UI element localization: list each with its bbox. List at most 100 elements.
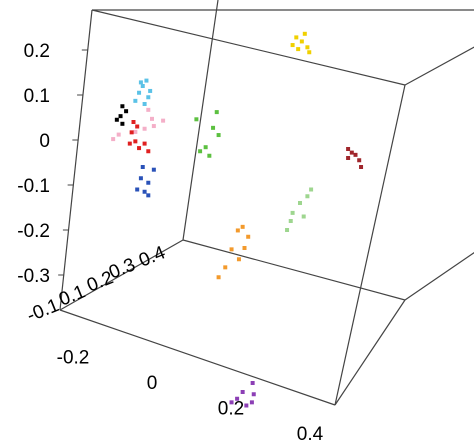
- data-point: [198, 149, 203, 154]
- data-point: [349, 150, 354, 155]
- vertical-tick-label: -0.2: [17, 221, 50, 242]
- data-point: [211, 125, 216, 130]
- data-point: [249, 400, 254, 405]
- data-point: [140, 165, 145, 169]
- data-point: [353, 152, 358, 157]
- depth-tick-label: -0.1: [24, 295, 62, 327]
- data-point: [305, 45, 310, 50]
- data-point: [138, 176, 143, 181]
- data-point: [120, 121, 125, 126]
- data-point: [140, 84, 145, 88]
- data-point: [146, 95, 151, 100]
- data-point: [144, 78, 149, 83]
- data-point: [346, 147, 351, 151]
- data-point: [142, 141, 147, 146]
- box-edge: [334, 84, 406, 406]
- data-point: [142, 126, 147, 131]
- data-point: [305, 194, 310, 199]
- box-edge: [334, 299, 406, 406]
- data-point: [299, 39, 304, 44]
- data-point: [116, 132, 121, 137]
- data-point: [127, 141, 132, 146]
- data-point: [296, 47, 301, 52]
- data-point: [346, 156, 351, 160]
- data-point: [203, 145, 208, 150]
- data-point: [214, 110, 219, 115]
- data-point: [288, 219, 293, 223]
- data-point: [250, 381, 255, 385]
- plot-box: [59, 0, 474, 406]
- data-point: [120, 104, 125, 109]
- data-point: [229, 400, 234, 405]
- box-edge: [182, 239, 406, 301]
- box-edge: [59, 239, 184, 311]
- data-point: [246, 234, 251, 239]
- data-point: [302, 31, 307, 36]
- box-edge: [91, 9, 406, 86]
- horizontal-tick-label: -0.2: [57, 347, 90, 368]
- data-point: [146, 149, 151, 154]
- data-point: [146, 180, 151, 185]
- box-edge: [59, 9, 93, 311]
- data-point: [129, 130, 134, 135]
- data-point: [114, 117, 119, 122]
- data-point: [137, 90, 142, 95]
- horizontal-axis: -0.2 0 0.2 0.4: [57, 347, 324, 445]
- horizontal-tick-label: 0: [147, 373, 158, 394]
- data-point: [111, 137, 116, 142]
- vertical-tick-label: -0.1: [17, 176, 50, 197]
- data-point: [142, 189, 147, 194]
- data-point: [229, 247, 234, 252]
- data-point: [150, 116, 154, 121]
- data-point: [236, 257, 241, 262]
- data-point: [309, 187, 314, 192]
- data-point: [131, 120, 136, 124]
- data-point: [290, 210, 295, 215]
- depth-tick-label: 0.4: [136, 242, 169, 272]
- data-point: [118, 114, 123, 119]
- box-edge: [404, 46, 474, 86]
- data-point: [290, 43, 295, 48]
- data-point: [359, 165, 364, 169]
- data-point: [235, 228, 240, 233]
- data-point: [251, 392, 256, 397]
- data-point: [146, 193, 151, 198]
- vertical-tick-label: 0.2: [24, 41, 50, 62]
- box-edge: [182, 0, 219, 241]
- horizontal-tick-label: 0.4: [297, 424, 324, 445]
- data-point: [223, 265, 228, 270]
- box-edge: [404, 252, 474, 301]
- data-point: [242, 246, 247, 250]
- data-point: [240, 390, 245, 394]
- data-point: [135, 124, 140, 129]
- data-point: [294, 35, 299, 40]
- horizontal-tick-label: 0.2: [218, 399, 244, 420]
- data-point: [133, 98, 138, 103]
- box-edge: [59, 309, 336, 406]
- data-point: [142, 102, 147, 106]
- vertical-tick-label: -0.3: [17, 266, 50, 287]
- data-point: [133, 129, 138, 134]
- data-point: [235, 396, 240, 401]
- data-point: [307, 50, 312, 55]
- data-point: [240, 224, 245, 229]
- data-point: [207, 153, 212, 158]
- data-point: [301, 214, 306, 219]
- data-point: [146, 107, 151, 112]
- data-point: [137, 146, 142, 151]
- vertical-axis: 0.2 0.1 0 -0.1 -0.2 -0.3: [17, 41, 88, 287]
- data-point: [151, 167, 156, 172]
- data-point: [138, 80, 143, 85]
- data-point: [285, 228, 290, 232]
- data-point: [298, 201, 302, 205]
- data-point: [357, 158, 362, 163]
- vertical-tick-label: 0: [39, 131, 50, 152]
- data-point: [216, 133, 221, 138]
- data-point: [216, 275, 221, 280]
- data-points: [111, 31, 364, 408]
- data-point: [135, 187, 140, 192]
- data-point: [244, 403, 249, 408]
- vertical-tick-label: 0.1: [24, 86, 50, 107]
- data-point: [151, 124, 156, 129]
